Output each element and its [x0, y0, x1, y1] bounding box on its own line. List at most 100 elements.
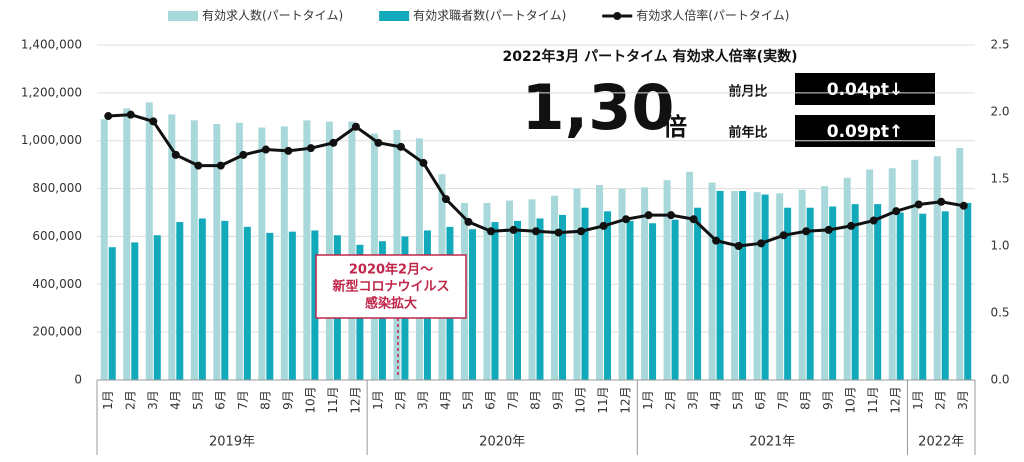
bar — [784, 207, 792, 380]
legend-label: 有効求人数(パートタイム) — [202, 8, 343, 23]
bar — [941, 211, 949, 380]
line-marker — [577, 227, 586, 236]
x-tick-label: 8月 — [529, 390, 543, 410]
bar — [866, 169, 874, 380]
y2-tick-label: 2.0 — [990, 105, 1009, 119]
comparison-box — [795, 115, 935, 147]
line-marker — [284, 146, 293, 155]
line-marker — [441, 195, 450, 204]
legend-swatch — [613, 12, 622, 20]
y2-tick-label: 1.0 — [990, 239, 1009, 253]
x-tick-label: 2月 — [393, 390, 407, 410]
bar — [311, 230, 319, 380]
bar — [303, 120, 311, 380]
x-tick-label: 6月 — [483, 390, 497, 410]
year-label: 2020年 — [479, 435, 525, 450]
x-tick-label: 8月 — [799, 390, 813, 410]
bar — [896, 212, 904, 380]
x-tick-label: 5月 — [191, 390, 205, 410]
x-tick-label: 4月 — [168, 390, 182, 410]
bar — [258, 127, 266, 380]
bar — [176, 222, 184, 380]
y-tick-label: 400,000 — [32, 277, 82, 291]
bar — [761, 194, 769, 380]
y-tick-label: 800,000 — [32, 181, 82, 195]
x-tick-label: 6月 — [754, 390, 768, 410]
bar — [919, 213, 927, 380]
bar — [581, 207, 589, 380]
x-tick-label: 6月 — [213, 390, 227, 410]
bar — [686, 171, 694, 380]
y-tick-label: 600,000 — [32, 229, 82, 243]
x-tick-label: 1月 — [101, 390, 115, 410]
line-marker — [599, 221, 608, 230]
bar — [851, 204, 859, 380]
line-marker — [532, 227, 540, 236]
x-tick-label: 12月 — [348, 386, 362, 413]
x-tick-label: 7月 — [506, 390, 520, 410]
bar — [649, 223, 657, 380]
bar — [483, 202, 491, 380]
bar — [536, 218, 544, 380]
bar — [131, 242, 139, 380]
line-marker — [689, 215, 698, 224]
x-tick-label: 10月 — [574, 386, 588, 413]
bar — [348, 121, 356, 381]
line-marker — [509, 225, 518, 234]
bar — [528, 199, 536, 380]
y-tick-label: 1,000,000 — [21, 133, 82, 147]
x-tick-label: 12月 — [889, 386, 903, 413]
bar — [716, 190, 724, 380]
bar — [491, 222, 499, 380]
line-marker — [667, 211, 676, 220]
line-marker — [644, 211, 653, 220]
legend-label: 有効求職者数(パートタイム) — [413, 8, 566, 23]
bar — [573, 188, 581, 380]
bar — [468, 229, 476, 380]
comparison-label: 前月比 — [728, 84, 767, 100]
x-tick-label: 5月 — [461, 390, 475, 410]
line-marker — [779, 231, 788, 240]
x-tick-label: 3月 — [686, 390, 700, 410]
bar — [641, 187, 649, 380]
line-marker — [869, 216, 878, 225]
line-marker — [239, 150, 248, 159]
line-marker — [419, 158, 428, 167]
line-marker — [464, 217, 473, 226]
x-tick-label: 2月 — [934, 390, 948, 410]
line-marker — [959, 201, 968, 210]
bar — [753, 192, 761, 380]
x-tick-label: 4月 — [709, 390, 723, 410]
x-tick-label: 3月 — [146, 390, 160, 410]
bar — [739, 190, 747, 380]
line-marker — [104, 112, 113, 121]
bar — [964, 202, 972, 380]
y2-tick-label: 0.0 — [990, 373, 1009, 387]
y-tick-label: 0 — [74, 373, 82, 387]
annotation-text: 2020年2月～ — [349, 262, 433, 278]
line-marker — [937, 197, 946, 206]
bar — [798, 189, 806, 380]
bar — [821, 186, 829, 380]
annotation-text: 新型コロナウイルス — [332, 279, 449, 295]
x-tick-label: 11月 — [326, 386, 340, 413]
x-tick-label: 5月 — [731, 390, 745, 410]
annotation-box — [315, 254, 467, 319]
legend-swatch — [168, 11, 198, 21]
bar — [933, 156, 941, 380]
x-tick-label: 12月 — [619, 386, 633, 413]
line-marker — [396, 142, 405, 151]
y2-tick-label: 0.5 — [990, 306, 1009, 320]
y-tick-label: 1,200,000 — [21, 85, 82, 99]
x-tick-label: 11月 — [596, 386, 610, 413]
bar — [596, 184, 604, 380]
line-marker — [374, 138, 383, 147]
bar — [325, 121, 333, 381]
line-marker — [216, 161, 225, 170]
line-marker — [824, 225, 833, 234]
bar — [145, 102, 153, 380]
headline-title: 2022年3月 パートタイム 有効求人倍率(実数) — [503, 48, 798, 65]
bar — [280, 126, 288, 380]
year-label: 2019年 — [209, 435, 255, 450]
bar — [806, 207, 814, 380]
